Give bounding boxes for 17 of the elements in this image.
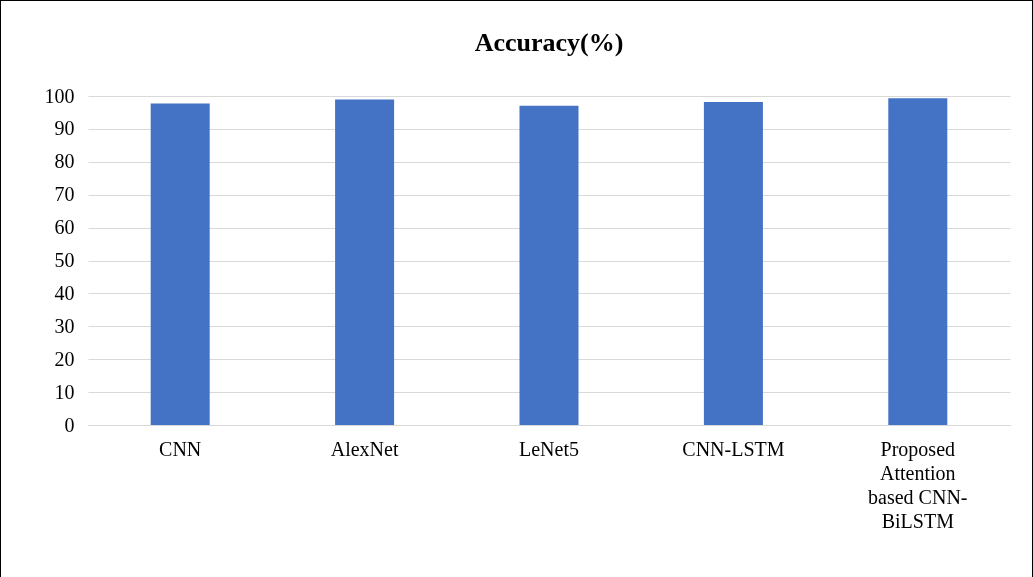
x-tick-label: LeNet5 [519, 437, 579, 460]
y-tick-label: 30 [54, 314, 75, 337]
y-tick-label: 40 [54, 281, 75, 304]
y-tick-label: 80 [54, 150, 75, 173]
y-tick-label: 100 [44, 84, 75, 107]
y-tick-label: 50 [54, 249, 75, 271]
chart-title: Accuracy(%) [474, 28, 624, 57]
x-tick-label: CNN [159, 437, 202, 460]
y-tick-label: 0 [64, 413, 75, 436]
x-tick-label: AlexNet [330, 437, 399, 460]
y-tick-label: 60 [54, 216, 75, 239]
y-tick-label: 10 [54, 380, 75, 403]
y-tick-label: 90 [54, 117, 75, 140]
y-tick-label: 70 [54, 183, 75, 206]
x-tick-label: Proposed Attention based CNN-BiLSTM [868, 437, 968, 532]
y-tick-label: 20 [54, 347, 75, 370]
x-tick-label: CNN-LSTM [682, 437, 785, 460]
